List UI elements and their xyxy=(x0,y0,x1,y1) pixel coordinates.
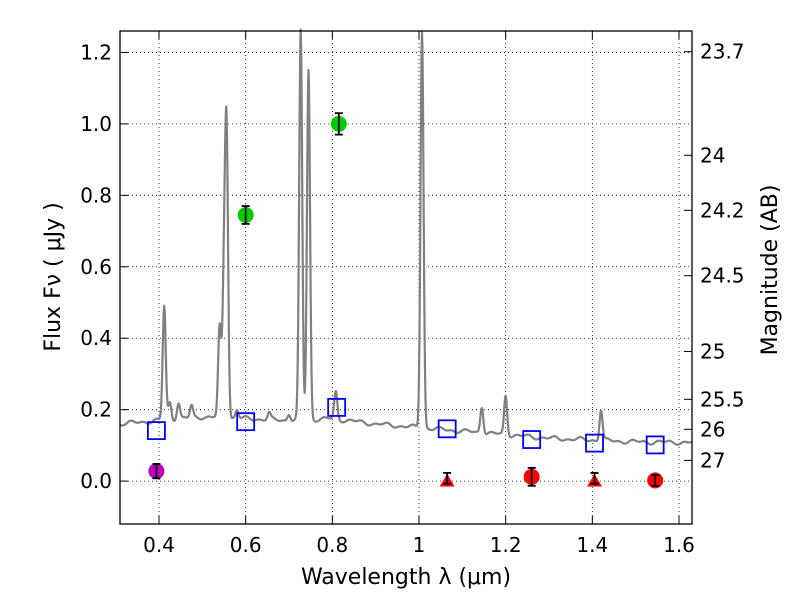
y-axis-label: Flux Fν ( μJy ) xyxy=(41,202,66,351)
x-tick-label: 0.4 xyxy=(143,533,175,557)
y2-axis-label: Magnitude (AB) xyxy=(758,185,783,356)
x-tick-label: 1 xyxy=(413,533,426,557)
y-tick-label: 0.8 xyxy=(80,183,112,207)
axis-ticks: 0.4 0.6 0.8 1 1.2 1.4 1.6 0.0 0.2 0.4 0.6 0.8 1.0 1.2… xyxy=(80,31,745,557)
model-photometry-square xyxy=(437,419,457,439)
x-tick-label: 1.2 xyxy=(490,533,522,557)
model-photometry-square xyxy=(585,433,604,453)
spectrum-layer xyxy=(119,28,693,446)
model-photometry-square xyxy=(522,430,542,449)
y-tick-label: 0.0 xyxy=(80,469,112,493)
y-tick-label: 1.2 xyxy=(80,40,112,64)
y2-tick-label: 25.5 xyxy=(700,387,745,411)
y2-tick-label: 24.5 xyxy=(700,264,745,288)
y2-tick-label: 26 xyxy=(700,417,725,441)
model-photometry-square xyxy=(327,397,347,417)
y-tick-label: 0.6 xyxy=(80,255,112,279)
x-axis-label: Wavelength λ (μm) xyxy=(301,565,511,590)
template-spectrum-line xyxy=(119,28,693,446)
model-photometry-square xyxy=(146,421,166,441)
y2-tick-label: 24 xyxy=(700,143,725,167)
plot-frame xyxy=(119,30,693,525)
x-tick-label: 1.6 xyxy=(663,533,695,557)
model-photometry-square xyxy=(645,435,665,455)
grid xyxy=(120,31,692,524)
x-tick-label: 0.6 xyxy=(230,533,262,557)
x-tick-label: 0.8 xyxy=(316,533,348,557)
y2-tick-label: 23.7 xyxy=(700,40,745,64)
y-tick-label: 0.2 xyxy=(80,398,112,422)
x-tick-label: 1.4 xyxy=(576,533,608,557)
y2-tick-label: 25 xyxy=(700,339,725,363)
y-tick-label: 0.4 xyxy=(80,326,112,350)
y2-tick-label: 24.2 xyxy=(700,198,745,222)
y-tick-label: 1.0 xyxy=(80,112,112,136)
model-photometry-square xyxy=(236,412,256,432)
marker-layer xyxy=(146,112,665,489)
y2-tick-label: 27 xyxy=(700,448,725,472)
